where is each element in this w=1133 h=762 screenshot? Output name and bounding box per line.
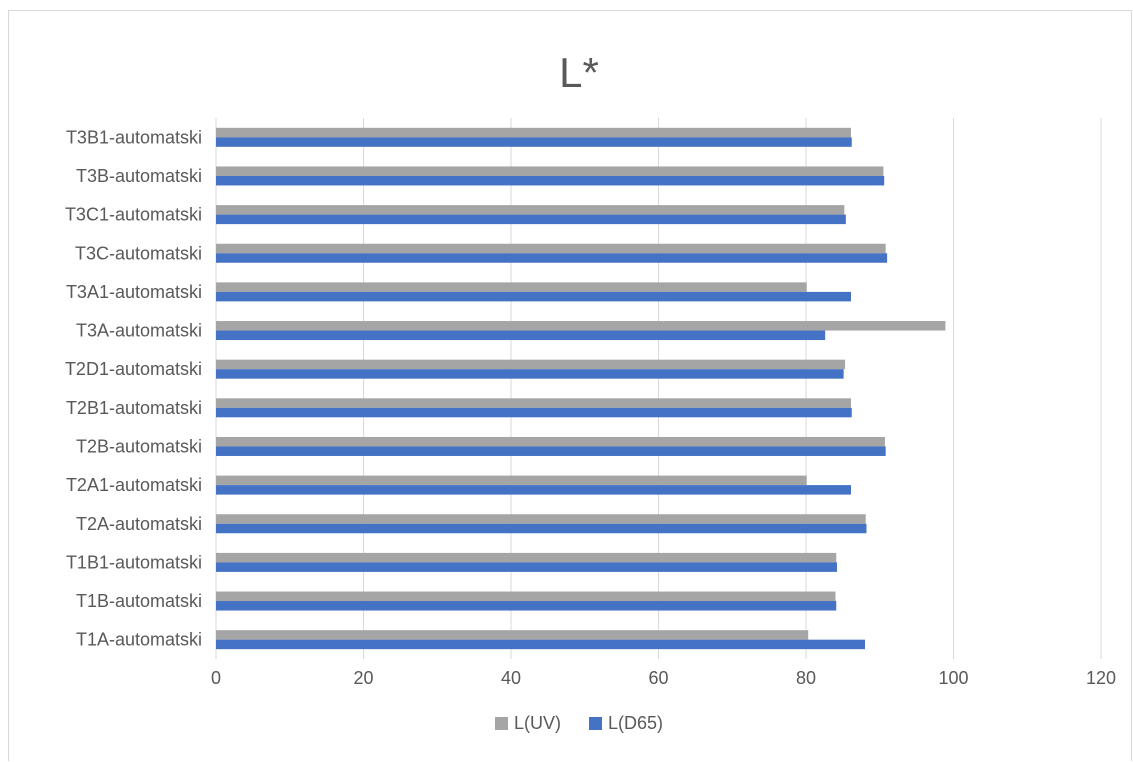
bar-ld65-t3c1-automatski bbox=[216, 214, 846, 225]
bar-luv-t2a-automatski bbox=[216, 514, 866, 524]
bar-luv-t3a-automatski bbox=[216, 321, 946, 331]
bar-luv-t3a1-automatski bbox=[216, 282, 807, 292]
bar-luv-t2b1-automatski bbox=[216, 398, 851, 408]
category-label: T3A1-automatski bbox=[66, 282, 202, 302]
bar-ld65-t2a-automatski bbox=[216, 523, 867, 534]
legend-label: L(D65) bbox=[608, 713, 663, 733]
bar-ld65-t3a1-automatski bbox=[216, 291, 851, 302]
x-tick-label: 120 bbox=[1086, 668, 1116, 688]
bar-ld65-t3b-automatski bbox=[216, 175, 885, 186]
legend: L(UV) L(D65) bbox=[495, 713, 663, 733]
bar-luv-t3c1-automatski bbox=[216, 205, 845, 215]
bar-luv-t3c-automatski bbox=[216, 243, 886, 254]
category-label: T3B-automatski bbox=[76, 166, 202, 186]
x-tick-label: 80 bbox=[796, 668, 816, 688]
x-tick-label: 60 bbox=[648, 668, 668, 688]
bar-ld65-t2b1-automatski bbox=[216, 407, 852, 418]
bar-luv-t1b1-automatski bbox=[216, 552, 837, 563]
bar-ld65-t1b1-automatski bbox=[216, 562, 837, 572]
legend-swatch bbox=[589, 717, 602, 730]
bars bbox=[216, 127, 946, 650]
legend-label: L(UV) bbox=[514, 713, 561, 733]
chart: L* T1A-automatski T1B-automatski T1B1-auto… bbox=[65, 49, 1116, 733]
bar-ld65-t1a-automatski bbox=[216, 639, 865, 650]
category-label: T3A-automatski bbox=[76, 321, 202, 341]
bar-luv-t3b1-automatski bbox=[216, 127, 851, 138]
category-label: T3C1-automatski bbox=[65, 205, 202, 225]
bar-luv-t2d1-automatski bbox=[216, 359, 846, 370]
category-label: T1B1-automatski bbox=[66, 552, 202, 572]
legend-swatch bbox=[495, 717, 508, 730]
category-axis: T1A-automatski T1B-automatski T1B1-automat… bbox=[65, 127, 202, 649]
bar-luv-t3b-automatski bbox=[216, 166, 884, 176]
category-label: T2B-automatski bbox=[76, 436, 202, 456]
bar-luv-t1a-automatski bbox=[216, 630, 809, 640]
bar-ld65-t3a-automatski bbox=[216, 330, 826, 341]
chart-title: L* bbox=[559, 49, 599, 96]
bar-luv-t2b-automatski bbox=[216, 436, 885, 447]
bar-ld65-t2b-automatski bbox=[216, 446, 886, 456]
x-tick-label: 40 bbox=[501, 668, 521, 688]
bar-luv-t1b-automatski bbox=[216, 591, 836, 602]
category-label: T1A-automatski bbox=[76, 630, 202, 650]
bar-ld65-t3b1-automatski bbox=[216, 137, 852, 147]
bar-ld65-t2a1-automatski bbox=[216, 485, 851, 495]
category-label: T1B-automatski bbox=[76, 591, 202, 611]
category-label: T2A1-automatski bbox=[66, 475, 202, 495]
gridlines bbox=[215, 118, 1102, 659]
x-tick-label: 100 bbox=[938, 668, 968, 688]
chart-frame: L* T1A-automatski T1B-automatski T1B1-auto… bbox=[8, 10, 1132, 761]
bar-ld65-t2d1-automatski bbox=[216, 369, 844, 379]
x-tick-label: 20 bbox=[353, 668, 373, 688]
value-axis: 0 20 40 60 80 100 120 bbox=[211, 668, 1116, 688]
category-label: T3C-automatski bbox=[75, 243, 202, 263]
category-label: T3B1-automatski bbox=[66, 127, 202, 147]
category-label: T2D1-automatski bbox=[65, 359, 202, 379]
bar-luv-t2a1-automatski bbox=[216, 475, 807, 486]
bar-ld65-t1b-automatski bbox=[216, 601, 837, 611]
category-label: T2B1-automatski bbox=[66, 398, 202, 418]
bar-ld65-t3c-automatski bbox=[216, 253, 888, 263]
x-tick-label: 0 bbox=[211, 668, 221, 688]
category-label: T2A-automatski bbox=[76, 514, 202, 534]
